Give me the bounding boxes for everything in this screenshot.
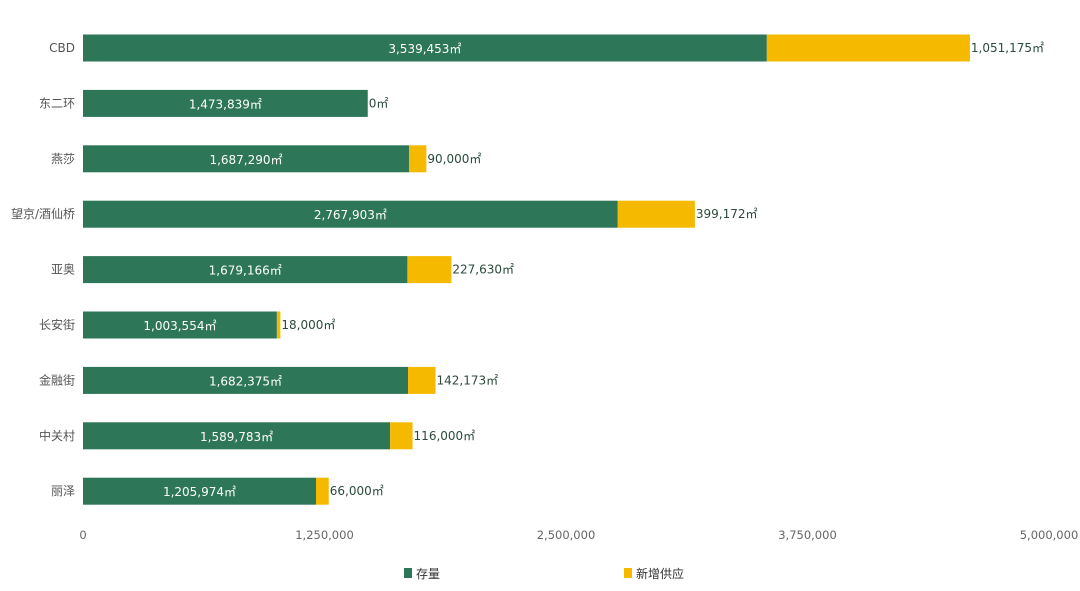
data-label-stock: 3,539,453㎡	[388, 42, 461, 56]
category-label: 东二环	[39, 96, 75, 110]
data-label-new-supply: 1,051,175㎡	[971, 41, 1044, 55]
bar-stock	[83, 145, 409, 173]
legend-label: 存量	[416, 567, 440, 581]
data-label-new-supply: 66,000㎡	[330, 484, 384, 498]
bar-stock	[83, 366, 409, 394]
bar-stock	[83, 89, 368, 117]
bar-new-supply	[408, 145, 427, 173]
legend-swatch	[404, 568, 412, 578]
legend-swatch	[624, 568, 632, 578]
data-label-stock: 1,679,166㎡	[209, 264, 282, 278]
category-label: 长安街	[39, 317, 75, 332]
data-label-new-supply: 116,000㎡	[414, 429, 476, 443]
bar-new-supply	[408, 366, 436, 394]
x-tick-label: 0	[79, 528, 86, 542]
bar-stock	[83, 34, 767, 62]
bar-stock	[83, 256, 408, 284]
x-tick-label: 1,250,000	[295, 528, 354, 542]
data-label-stock: 1,687,290㎡	[209, 153, 282, 167]
data-label-new-supply: 399,172㎡	[696, 207, 758, 221]
bar-new-supply	[390, 422, 413, 450]
data-label-new-supply: 142,173㎡	[437, 373, 499, 387]
data-label-stock: 1,003,554㎡	[143, 319, 216, 333]
category-label: 望京/酒仙桥	[11, 207, 75, 221]
data-label-stock: 1,682,375㎡	[209, 374, 282, 388]
data-label-stock: 1,205,974㎡	[163, 485, 236, 499]
x-tick-label: 2,500,000	[537, 528, 596, 542]
data-label-new-supply: 18,000㎡	[281, 318, 335, 332]
x-tick-label: 5,000,000	[1020, 528, 1079, 542]
data-label-new-supply: 0㎡	[369, 96, 389, 110]
bar-stock	[83, 200, 618, 228]
data-label-stock: 2,767,903㎡	[314, 208, 387, 222]
bar-stock	[83, 422, 391, 450]
x-tick-label: 3,750,000	[778, 528, 837, 542]
bar-stock	[83, 477, 316, 505]
category-label: CBD	[49, 41, 75, 55]
category-label: 亚奥	[51, 263, 75, 277]
data-label-stock: 1,473,839㎡	[189, 97, 262, 111]
category-label: 金融街	[39, 372, 75, 387]
category-label: 丽泽	[51, 484, 75, 498]
bar-new-supply	[407, 256, 452, 284]
data-label-new-supply: 227,630㎡	[452, 263, 514, 277]
category-label: 中关村	[39, 428, 75, 443]
data-label-stock: 1,589,783㎡	[200, 430, 273, 444]
bar-stock	[83, 311, 277, 339]
bar-new-supply	[276, 311, 281, 339]
category-label: 燕莎	[51, 152, 75, 166]
legend-label: 新增供应	[636, 566, 684, 581]
bar-new-supply	[617, 200, 695, 228]
bar-new-supply	[766, 34, 970, 62]
data-label-new-supply: 90,000㎡	[427, 152, 481, 166]
bar-new-supply	[315, 477, 329, 505]
